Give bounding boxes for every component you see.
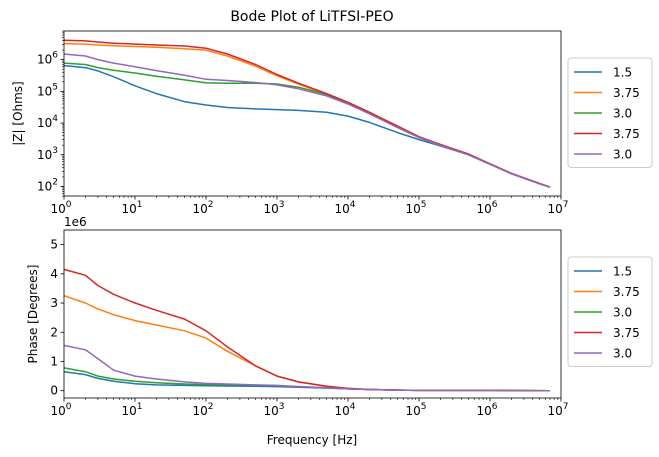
magnitude-y-tick-label: 103 (37, 146, 58, 162)
phase-plot-area (64, 230, 561, 398)
phase-x-axis-label: Frequency [Hz] (267, 433, 358, 447)
phase-legend-box (567, 256, 653, 367)
magnitude-y-axis-label: |Z| [Ohms] (11, 81, 25, 145)
phase-y-tick-label: 0 (50, 384, 58, 398)
phase-legend-entry: 3.0 (613, 306, 632, 320)
phase-y-tick-label: 3 (50, 296, 58, 310)
phase-legend-entry: 3.75 (613, 285, 640, 299)
magnitude-legend-box (567, 57, 653, 168)
magnitude-legend-entry: 3.0 (613, 107, 632, 121)
magnitude-legend-entry: 3.0 (613, 148, 632, 162)
magnitude-legend-entry: 3.75 (613, 127, 640, 141)
magnitude-y-tick-label: 106 (37, 51, 58, 67)
magnitude-y-tick-label: 102 (37, 177, 58, 193)
phase-y-offset-text: 1e6 (64, 215, 87, 229)
magnitude-axes-frame (63, 30, 562, 197)
phase-series-line-4 (63, 344, 551, 392)
phase-legend: 1.5 3.75 3.0 3.75 3.0 (567, 256, 653, 367)
magnitude-plot-area (64, 31, 561, 196)
phase-y-tick-label: 4 (50, 267, 58, 281)
magnitude-y-tick-label: 104 (37, 114, 58, 130)
phase-y-tick-label: 5 (50, 238, 58, 252)
phase-y-tick-label: 2 (50, 325, 58, 339)
phase-legend-entry: 1.5 (613, 265, 632, 279)
phase-legend-entry: 3.75 (613, 326, 640, 340)
phase-legend-entry: 3.0 (613, 347, 632, 361)
magnitude-series-lines (63, 39, 551, 188)
magnitude-series-line-4 (63, 53, 551, 188)
phase-series-lines (63, 268, 551, 392)
chart-title: Bode Plot of LiTFSI-PEO (230, 9, 393, 25)
magnitude-panel: Bode Plot of LiTFSI-PEO 100 101 102 103 104 1… (11, 9, 653, 216)
phase-y-axis-label: Phase [Degrees] (26, 265, 40, 364)
magnitude-legend-entry: 3.75 (613, 86, 640, 100)
phase-axes-frame (63, 229, 562, 399)
magnitude-y-tick-label: 105 (37, 82, 58, 98)
magnitude-legend-entry: 1.5 (613, 66, 632, 80)
phase-y-tick-label: 1 (50, 354, 58, 368)
magnitude-legend: 1.5 3.75 3.0 3.75 3.0 (567, 57, 653, 168)
